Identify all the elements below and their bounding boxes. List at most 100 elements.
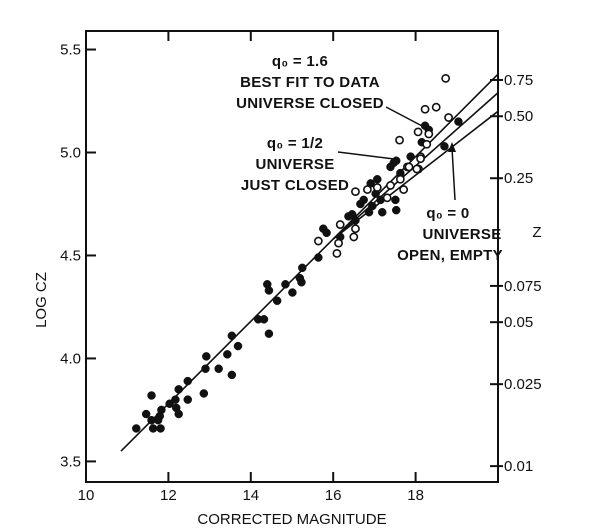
data-point-filled [148,424,158,433]
data-point-filled [259,315,269,324]
data-point-filled [264,329,274,338]
data-point-open [395,174,405,184]
annotation-text: q₀ = 0 [426,205,469,222]
z-tick-label: 0.025 [504,376,542,393]
data-point-open [334,238,343,248]
data-point-open [351,224,360,234]
data-point-open [431,102,441,112]
data-point-filled [155,411,164,421]
data-point-filled [183,376,193,386]
data-point-filled [227,331,237,341]
data-point-filled [171,395,180,404]
y-axis-label: LOG CZ [33,272,50,328]
data-point-open [416,154,425,164]
data-point-open [441,73,451,83]
x-tick-label: 16 [325,487,342,504]
data-point-filled [406,152,415,161]
annotation-arrow [451,147,456,201]
z-tick-label: 0.50 [504,108,533,125]
y-tick-label: 3.5 [60,453,81,470]
z-tick-label: 0.25 [504,170,533,187]
annotation-text: UNIVERSE CLOSED [236,95,384,112]
data-point-filled [132,424,141,433]
annotation-q0-zero: q₀ = 0 UNIVERSE OPEN, EMPTY [397,142,503,264]
data-point-open [444,113,453,122]
data-point-open [313,236,323,246]
data-point-filled [174,409,183,419]
data-point-filled [359,195,368,205]
data-point-open [399,185,409,194]
data-point-filled [156,424,165,433]
data-point-filled [165,399,174,408]
data-point-filled [281,280,290,289]
data-point-open [372,183,382,192]
model-line [332,110,499,240]
data-point-open [413,127,423,137]
data-point-filled [183,395,193,404]
x-tick-label: 14 [242,487,259,504]
annotation-text: q₀ = 1.6 [272,53,328,70]
data-point-filled [141,409,151,419]
data-point-filled [174,385,183,394]
annotation-arrow [337,151,395,160]
annotation-q0-1.6: q₀ = 1.6 BEST FIT TO DATA UNIVERSE CLOSE… [236,53,425,128]
z-tick-label: 0.01 [504,458,533,475]
x-tick-label: 10 [78,487,95,504]
data-point-open [422,139,432,149]
z-tick-label: 0.05 [504,314,533,331]
data-point-filled [202,352,211,361]
annotation-text: OPEN, EMPTY [397,247,503,264]
y-tick-label: 4.5 [60,247,81,264]
y2-axis-label: Z [532,224,541,241]
data-point-open [335,220,345,229]
data-point-filled [377,207,387,217]
x-axis-label: CORRECTED MAGNITUDE [197,511,386,528]
data-point-open [424,129,434,139]
data-point-filled [199,389,209,398]
data-point-filled [368,201,377,211]
axes [85,30,499,483]
data-point-filled [314,253,323,262]
data-point-filled [147,391,156,400]
x-tick-label: 18 [407,487,424,504]
annotation-text: JUST CLOSED [241,177,349,194]
data-point-open [420,104,430,114]
data-point-filled [440,142,449,151]
z-tick-label: 0.075 [504,278,542,295]
data-point-open [404,162,414,172]
data-point-filled [351,216,360,225]
data-point-filled [391,195,400,205]
data-point-filled [288,288,297,297]
data-point-filled [272,296,282,306]
y-tick-label: 5.5 [60,42,81,59]
z-tick-label: 0.75 [504,72,533,89]
data-point-filled [391,156,401,165]
annotation-text: UNIVERSE [422,226,501,243]
data-point-open [351,187,360,197]
data-point-filled [391,205,401,215]
data-point-filled [386,162,395,172]
annotation-q0-half: q₀ = 1/2 UNIVERSE JUST CLOSED [241,135,395,194]
data-point-filled [201,364,210,373]
data-point-open [349,232,359,242]
data-point-filled [298,263,307,273]
data-point-filled [233,341,243,351]
data-point-filled [297,277,306,287]
arrowhead-icon [448,142,456,152]
data-point-filled [454,117,463,126]
data-point-open [395,135,404,145]
annotation-text: BEST FIT TO DATA [240,74,380,91]
data-point-filled [373,175,382,184]
annotation-text: UNIVERSE [255,156,334,173]
y-tick-label: 5.0 [60,145,81,162]
data-point-filled [264,286,274,295]
annotation-arrow [385,106,425,128]
data-point-open [382,193,392,203]
data-point-open [412,164,422,174]
data-point-open [362,185,372,194]
annotation-text: q₀ = 1/2 [267,135,323,152]
data-point-filled [227,370,237,380]
data-point-filled [214,364,223,373]
data-point-open [332,249,342,258]
